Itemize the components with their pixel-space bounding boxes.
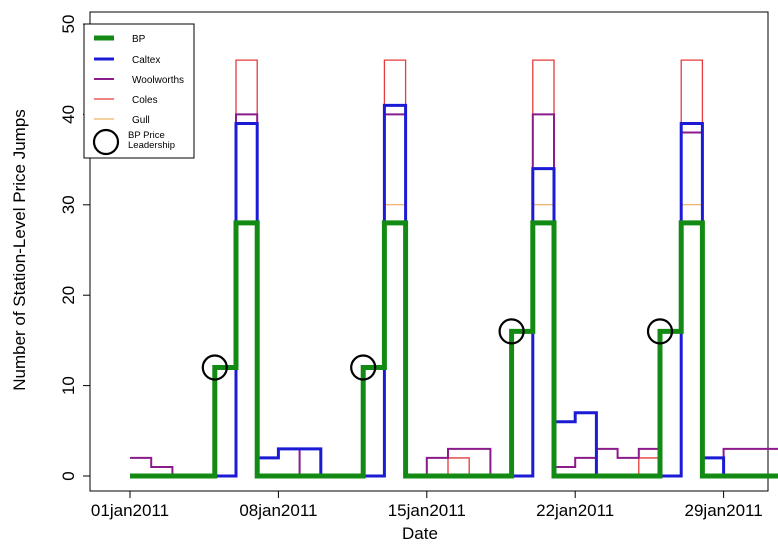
y-axis-label: Number of Station-Level Price Jumps — [10, 109, 29, 391]
y-tick-label: 0 — [59, 471, 78, 480]
x-tick-label: 22jan2011 — [536, 501, 614, 520]
y-tick-label: 30 — [59, 195, 78, 214]
series-layer — [130, 59, 778, 479]
axes: 0 10 20 30 40 50 01jan2011 08jan2011 15jan2011 22… — [59, 15, 763, 520]
legend-label-leadership: Leadership — [128, 140, 175, 151]
x-tick-label: 29jan2011 — [685, 501, 763, 520]
leadership-marker — [350, 354, 377, 381]
x-tick-label: 08jan2011 — [239, 501, 317, 520]
legend: BP Caltex Woolworths Coles Gull BP PriceLeade… — [83, 23, 195, 159]
y-tick-label: 20 — [59, 286, 78, 305]
legend-label-gull: Gull — [132, 115, 150, 126]
plot-border — [89, 11, 769, 492]
leadership-marker — [201, 354, 228, 381]
legend-label-caltex: Caltex — [132, 55, 160, 66]
plot-frame — [89, 11, 769, 492]
leadership-marker — [498, 318, 525, 345]
y-tick-label: 10 — [59, 376, 78, 395]
series-line-bp — [130, 220, 778, 479]
x-tick-label: 01jan2011 — [91, 501, 169, 520]
legend-label-coles: Coles — [132, 95, 158, 106]
legend-label-leadership: BP Price — [128, 130, 165, 141]
y-tick-label: 50 — [59, 15, 78, 34]
legend-swatch-leadership — [92, 128, 120, 156]
legend-box — [83, 23, 195, 159]
x-tick-label: 15jan2011 — [388, 501, 466, 520]
y-tick-label: 40 — [59, 105, 78, 124]
leadership-markers — [201, 318, 674, 381]
legend-label-woolworths: Woolworths — [132, 75, 184, 86]
x-axis-label: Date — [402, 524, 438, 543]
leadership-marker — [646, 318, 674, 345]
legend-label-bp: BP — [132, 34, 146, 45]
